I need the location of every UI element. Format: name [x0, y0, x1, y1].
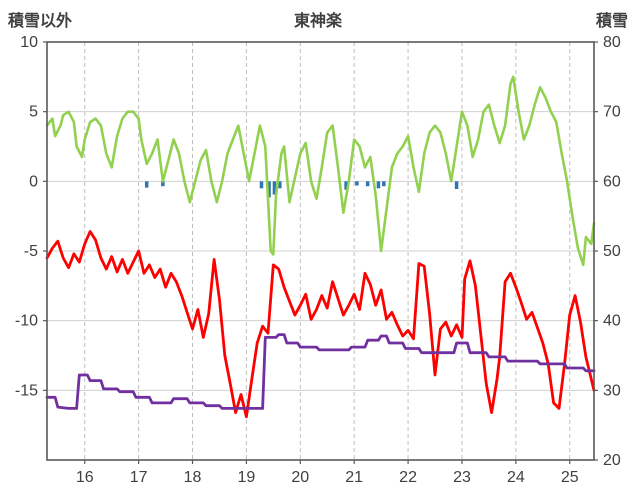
svg-text:22: 22 — [399, 469, 417, 486]
svg-text:-5: -5 — [24, 243, 38, 260]
svg-text:80: 80 — [603, 34, 621, 51]
svg-text:-10: -10 — [15, 313, 38, 330]
svg-text:30: 30 — [603, 382, 621, 399]
left-axis-title: 積雪以外 — [8, 13, 73, 30]
svg-text:70: 70 — [603, 104, 621, 121]
right-axis-title: 積雪 — [595, 13, 628, 30]
svg-text:17: 17 — [130, 469, 148, 486]
svg-text:60: 60 — [603, 173, 621, 190]
svg-text:25: 25 — [561, 469, 579, 486]
svg-text:-15: -15 — [15, 382, 38, 399]
svg-text:23: 23 — [453, 469, 471, 486]
svg-text:0: 0 — [29, 173, 38, 190]
axis-ticks — [43, 41, 598, 464]
svg-text:21: 21 — [345, 469, 363, 486]
svg-text:18: 18 — [184, 469, 202, 486]
svg-text:20: 20 — [603, 452, 621, 469]
svg-text:24: 24 — [507, 469, 525, 486]
h-gridlines — [47, 41, 594, 391]
series-purple-line — [45, 333, 596, 410]
svg-text:16: 16 — [76, 469, 94, 486]
bars-blue — [144, 181, 459, 198]
chart-title-row: 積雪以外 東神楽 積雪 — [0, 7, 636, 31]
svg-text:5: 5 — [29, 104, 38, 121]
chart-title: 東神楽 — [293, 13, 342, 30]
series-green-line — [45, 75, 596, 267]
svg-text:10: 10 — [20, 34, 38, 51]
series-red-line — [45, 230, 596, 419]
svg-text:40: 40 — [603, 313, 621, 330]
svg-text:50: 50 — [603, 243, 621, 260]
svg-text:20: 20 — [291, 469, 309, 486]
svg-text:19: 19 — [238, 469, 256, 486]
